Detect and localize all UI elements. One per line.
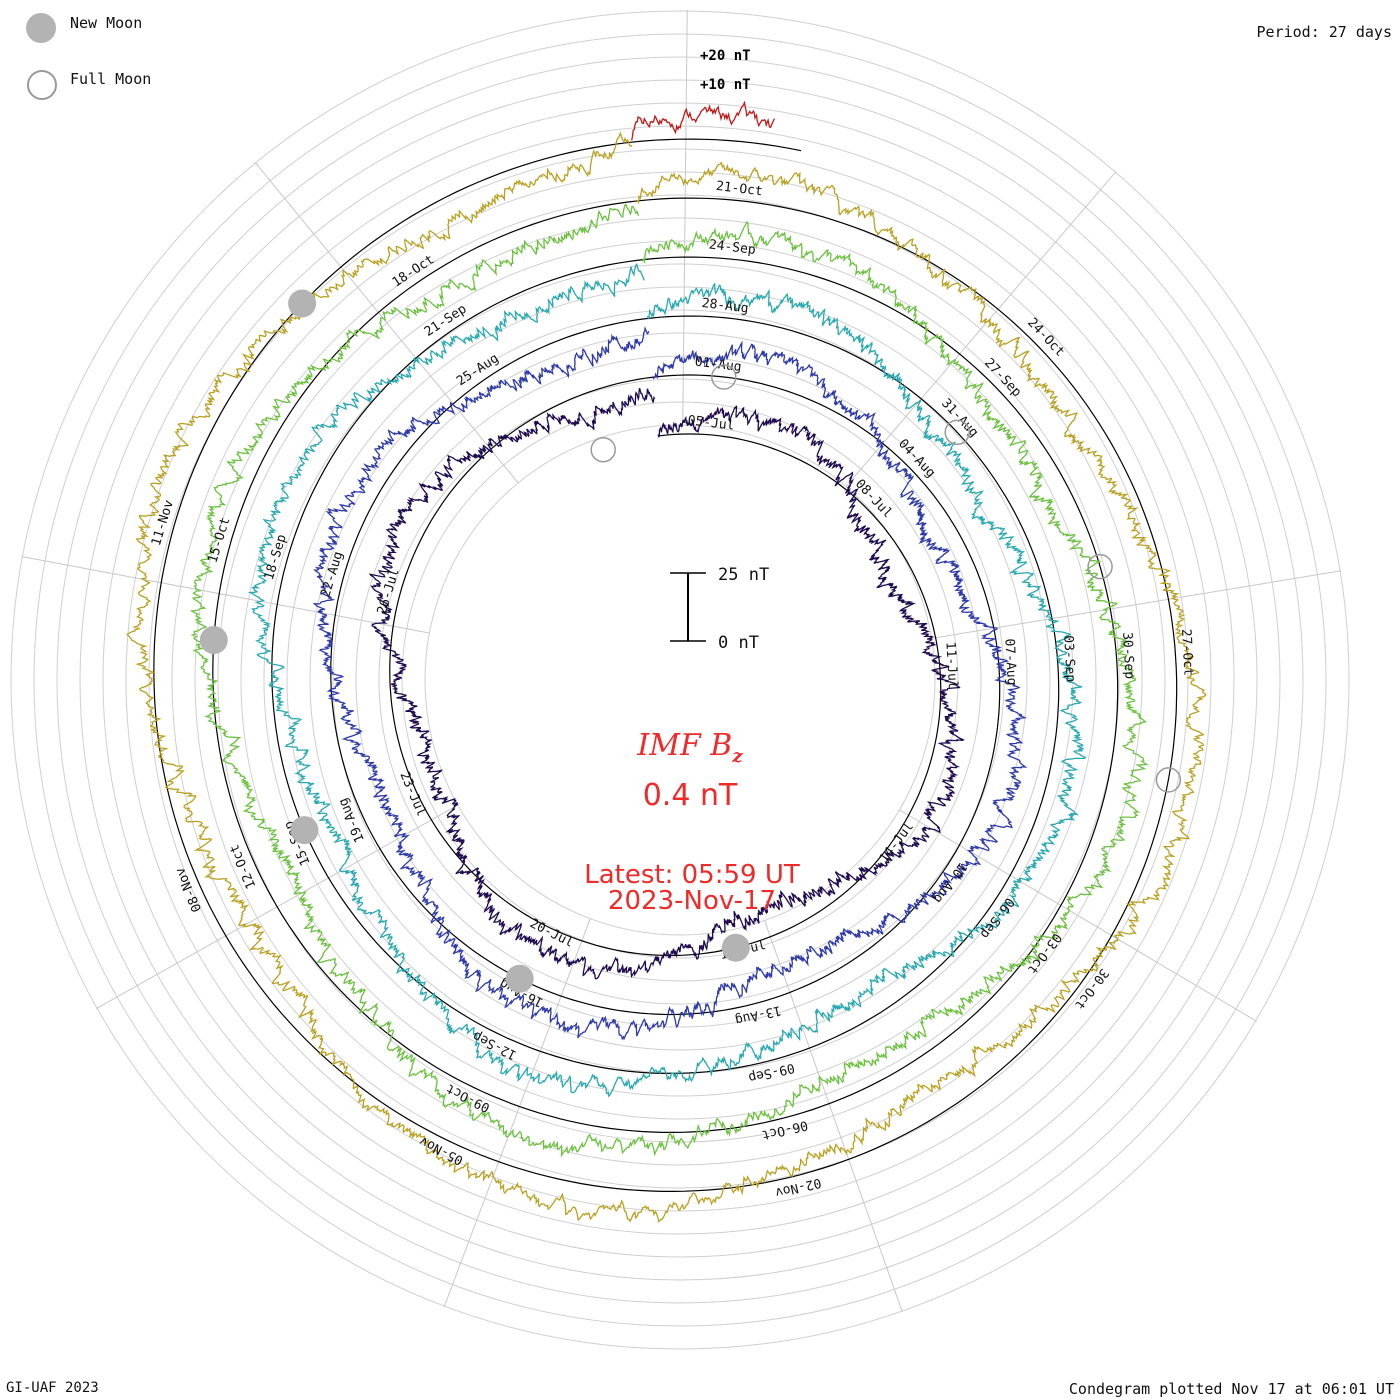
grid-spoke [21, 556, 430, 634]
parameter-name: IMF B [637, 728, 733, 763]
grid-circle [33, 33, 1327, 1327]
date-tick-label: 30-Sep [1119, 632, 1137, 680]
grid-circle [56, 56, 1304, 1304]
date-tick-label: 24-Sep [708, 237, 757, 258]
date-tick-label: 26-Jul [375, 567, 403, 616]
grid-circle [10, 10, 1350, 1350]
footer-plot-time: Condegram plotted Nov 17 at 06:01 UT [1068, 1380, 1394, 1398]
scale-bar-bottom-label: 0 nT [718, 633, 759, 653]
new-moon-marker [199, 626, 228, 655]
grid-circle [378, 378, 982, 982]
grid-circle [79, 79, 1281, 1281]
new-moon-marker [505, 964, 534, 993]
date-tick-label: 11-Jul [942, 641, 960, 689]
grid-spoke [931, 570, 1342, 639]
full-moon-marker [1155, 767, 1182, 793]
date-tick-label: 24-Oct [1024, 315, 1067, 360]
date-tick-label: 25-Aug [454, 351, 502, 389]
series-line [247, 262, 1087, 1098]
new-moon-legend-label: New Moon [70, 14, 143, 32]
grid-layer [10, 10, 1350, 1350]
current-value: 0.4 nT [642, 778, 738, 813]
date-tick-label: 05-Jul [687, 413, 735, 434]
full-moon-marker [1087, 553, 1113, 580]
grid-circle [424, 424, 936, 936]
date-tick-label: 21-Oct [715, 179, 763, 200]
date-tick-label: 08-Nov [173, 865, 205, 914]
data-layer [126, 100, 1207, 1223]
latest-time: Latest: 05:59 UT [584, 860, 800, 890]
date-tick-label: 13-Aug [733, 1002, 782, 1027]
zero-baseline-spiral [153, 138, 1178, 1192]
date-tick-label: 27-Sep [981, 356, 1024, 401]
date-tick-label: 19-Aug [336, 796, 368, 845]
grid-circle [102, 102, 1258, 1258]
grid-circle [194, 194, 1166, 1166]
grid-circle [309, 309, 1051, 1051]
latest-date: 2023-Nov-17 [607, 886, 777, 916]
grid-circle [148, 148, 1212, 1212]
grid-spoke [845, 171, 1117, 487]
series-line [189, 203, 1149, 1158]
grid-circle [263, 263, 1097, 1097]
footer-credit: GI-UAF 2023 [6, 1380, 99, 1396]
ring-label-10: +10 nT [700, 77, 751, 93]
full-moon-legend-label: Full Moon [70, 70, 152, 88]
new-moon-marker [288, 289, 317, 318]
new-moon-icon [26, 13, 56, 43]
moon-layer [199, 289, 1182, 993]
date-label-layer: 05-Jul08-Jul11-Jul14-Jul17-Jul20-Jul23-J… [149, 179, 1196, 1200]
period-label: Period: 27 days [1256, 23, 1392, 41]
scale-bar: 25 nT 0 nT [670, 565, 769, 653]
date-tick-label: 04-Aug [895, 436, 938, 481]
full-moon-icon [27, 70, 57, 100]
date-tick-label: 28-Aug [701, 296, 749, 317]
full-moon-marker [590, 436, 616, 463]
parameter-title: IMF Bz [500, 728, 880, 767]
date-tick-label: 09-Oct [444, 1080, 493, 1115]
date-tick-label: 27-Oct [1178, 629, 1196, 677]
full-moon-marker [711, 364, 737, 390]
date-tick-label: 01-Aug [694, 355, 742, 376]
date-tick-label: 06-Oct [760, 1117, 809, 1142]
new-moon-marker [290, 816, 319, 845]
date-tick-label: 20-Jul [527, 916, 576, 951]
grid-spoke [443, 918, 591, 1308]
grid-circle [401, 401, 959, 959]
grid-circle [171, 171, 1189, 1189]
full-moon-marker [944, 419, 970, 446]
scale-bar-top-label: 25 nT [718, 565, 769, 585]
parameter-subscript: z [732, 746, 743, 767]
grid-spoke [254, 161, 519, 484]
series-line [631, 100, 776, 141]
grid-spoke [899, 809, 1257, 1022]
series-line [368, 388, 965, 980]
date-tick-label: 03-Sep [1060, 635, 1078, 683]
date-tick-label: 07-Aug [1001, 638, 1019, 686]
new-moon-marker [721, 933, 750, 962]
grid-spoke [764, 920, 903, 1313]
ring-label-20: +20 nT [700, 48, 751, 64]
grid-spoke [682, 10, 688, 426]
grid-circle [240, 240, 1120, 1120]
series-line [312, 326, 1028, 1041]
series-line [126, 131, 1207, 1223]
date-tick-label: 15-Oct [205, 516, 233, 565]
grid-circle [332, 332, 1028, 1028]
